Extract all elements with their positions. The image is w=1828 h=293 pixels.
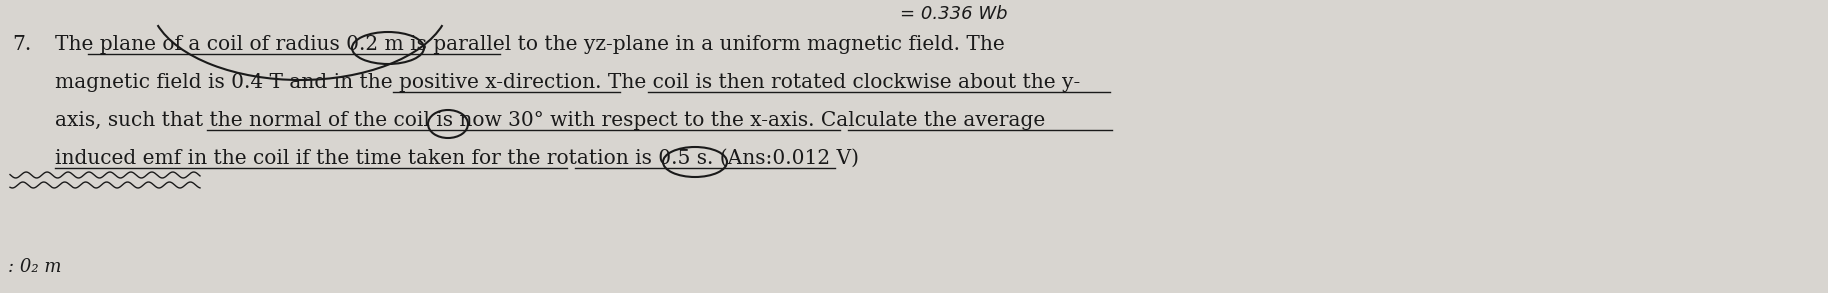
Text: The plane of a coil of radius 0.2 m is parallel to the yz-plane in a uniform mag: The plane of a coil of radius 0.2 m is p… xyxy=(55,35,1005,54)
Text: : 0₂ m: : 0₂ m xyxy=(7,258,62,276)
Text: magnetic field is 0.4 T and in the positive x-direction. The coil is then rotate: magnetic field is 0.4 T and in the posit… xyxy=(55,73,1080,92)
Text: = 0.336 Wb: = 0.336 Wb xyxy=(899,5,1007,23)
Text: induced emf in the coil if the time taken for the rotation is 0.5 s. (Ans:0.012 : induced emf in the coil if the time take… xyxy=(55,149,859,168)
Text: 7.: 7. xyxy=(13,35,31,54)
Text: axis, such that the normal of the coil is now 30° with respect to the x-axis. Ca: axis, such that the normal of the coil i… xyxy=(55,111,1046,130)
